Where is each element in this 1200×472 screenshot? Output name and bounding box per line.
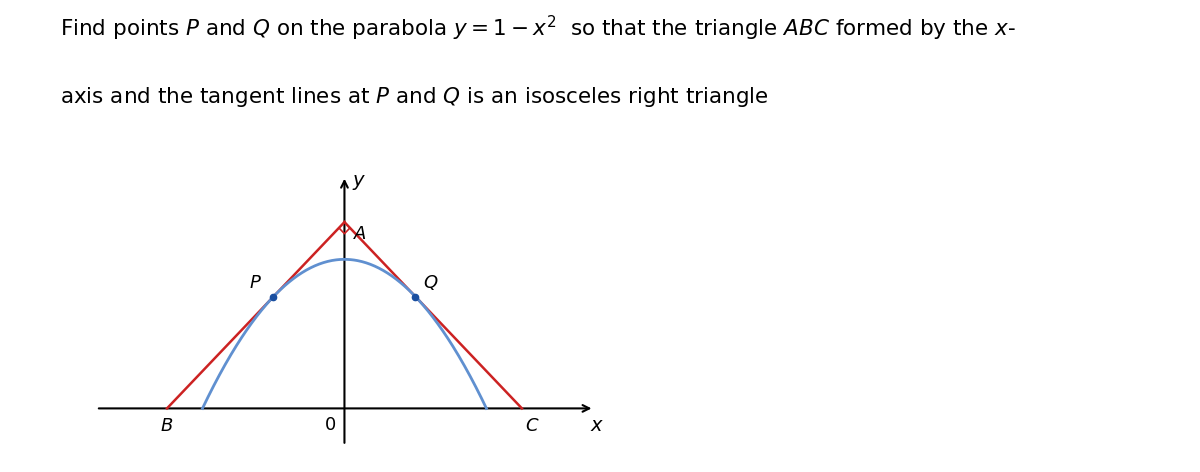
Text: $x$: $x$ xyxy=(590,416,605,435)
Text: $Q$: $Q$ xyxy=(422,273,438,292)
Text: $P$: $P$ xyxy=(250,274,262,292)
Text: Find points $P$ and $Q$ on the parabola $y = 1 - x^2$  so that the triangle $ABC: Find points $P$ and $Q$ on the parabola … xyxy=(60,14,1016,43)
Text: $0$: $0$ xyxy=(324,416,336,434)
Text: $B$: $B$ xyxy=(161,417,174,435)
Text: $y$: $y$ xyxy=(352,173,366,192)
Text: $A$: $A$ xyxy=(353,225,367,243)
Text: axis and the tangent lines at $P$ and $Q$ is an isosceles right triangle: axis and the tangent lines at $P$ and $Q… xyxy=(60,85,769,109)
Text: $C$: $C$ xyxy=(524,417,539,435)
